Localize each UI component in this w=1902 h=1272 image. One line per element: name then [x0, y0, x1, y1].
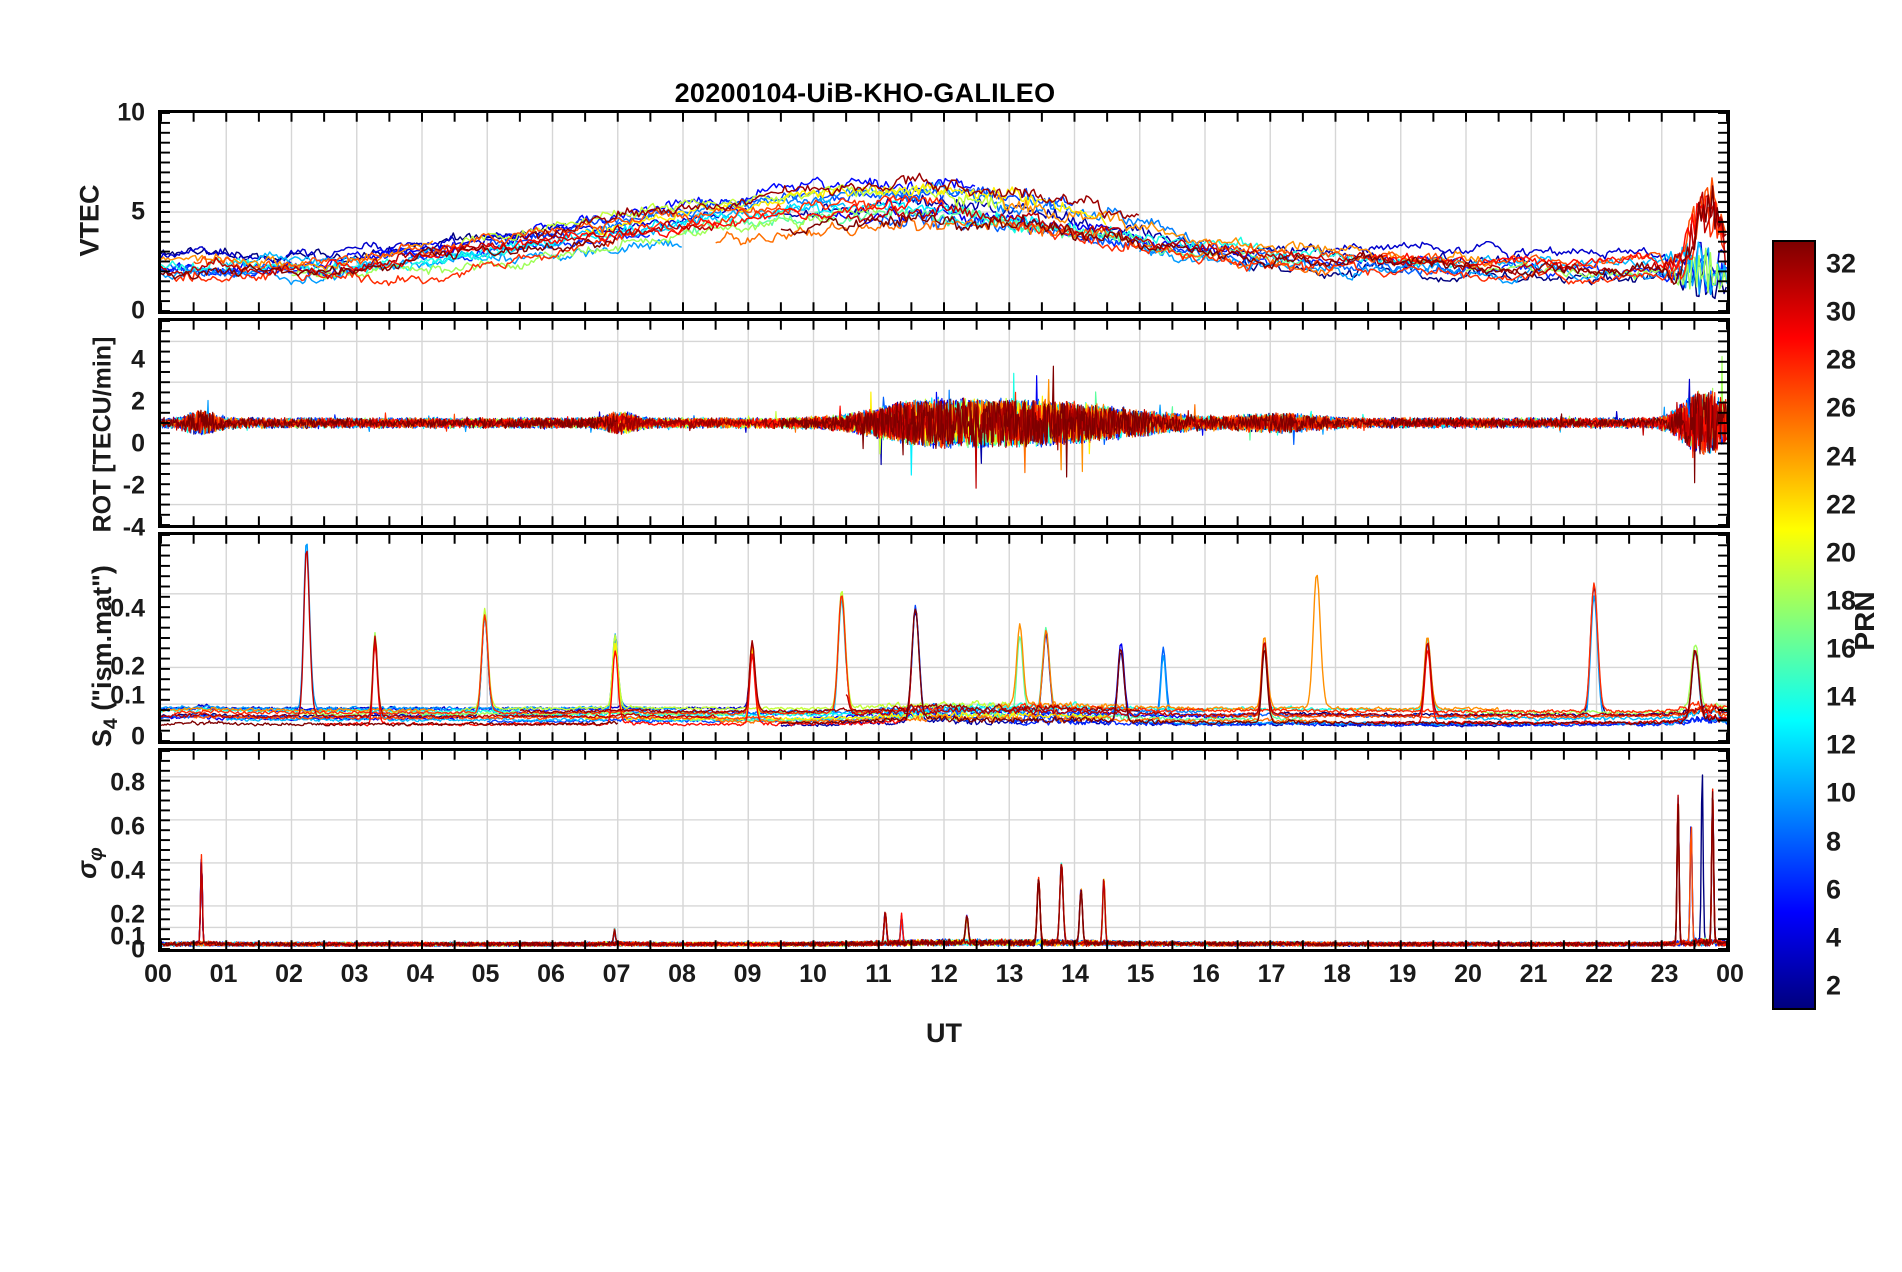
prn-tick-label: 2 [1826, 970, 1842, 1001]
panel-rot [158, 318, 1730, 528]
x-tick-label: 06 [537, 960, 565, 988]
figure-title: 20200104-UiB-KHO-GALILEO [674, 78, 1056, 108]
x-tick-label: 03 [340, 960, 369, 988]
rot-ytick: 2 [131, 387, 145, 416]
prn-colorbar-title: PRN [1849, 591, 1880, 651]
vtec-ytick: 10 [117, 98, 145, 127]
prn-colorbar [1772, 240, 1816, 1010]
s4-ytick: 0.4 [110, 594, 145, 623]
x-tick-label: 04 [406, 960, 434, 988]
s4-ytick: 0.2 [110, 652, 145, 681]
panel-s4 [158, 532, 1730, 744]
prn-tick-label: 10 [1826, 777, 1857, 808]
prn-tick-label: 22 [1826, 489, 1857, 520]
prn-tick-label: 12 [1826, 729, 1857, 760]
x-tick-label: 05 [471, 960, 500, 988]
prn-tick-label: 32 [1826, 248, 1857, 279]
sigmaphi-ytick: 0.6 [110, 812, 145, 841]
panel-sigma-phi [158, 748, 1730, 952]
rot-ytick: -4 [122, 513, 145, 542]
x-tick-label: 08 [668, 960, 696, 988]
x-tick-label: 10 [799, 960, 827, 988]
x-tick-label: 00 [1716, 960, 1744, 988]
prn-tick-label: 18 [1826, 585, 1857, 616]
x-tick-label: 02 [275, 960, 303, 988]
x-tick-label: 22 [1585, 960, 1613, 988]
prn-tick-label: 20 [1826, 537, 1857, 568]
x-tick-label: 07 [602, 960, 631, 988]
x-tick-label: 14 [1061, 960, 1089, 988]
prn-tick-label: 8 [1826, 826, 1842, 857]
rot-plot-area [161, 321, 1727, 525]
x-tick-label: 16 [1192, 960, 1220, 988]
prn-tick-label: 14 [1826, 681, 1857, 712]
rot-ytick: -2 [122, 471, 145, 500]
x-tick-label: 23 [1650, 960, 1679, 988]
panel-vtec [158, 110, 1730, 314]
s4-plot-area [161, 535, 1727, 741]
x-tick-label: 17 [1257, 960, 1286, 988]
x-tick-label: 11 [865, 960, 892, 988]
s4-ytick: 0.1 [110, 681, 145, 710]
sigma-phi-plot-area [161, 751, 1727, 949]
prn-tick-label: 24 [1826, 441, 1857, 472]
sigmaphi-ytick: 0.2 [110, 900, 145, 929]
x-tick-label: 00 [144, 960, 172, 988]
prn-tick-label: 30 [1826, 296, 1857, 327]
x-tick-label: 21 [1519, 960, 1548, 988]
vtec-ytick: 0 [131, 296, 145, 325]
rot-ytick: 0 [131, 429, 145, 458]
sigmaphi-ytick: 0 [131, 935, 145, 964]
x-tick-label: 20 [1454, 960, 1482, 988]
rot-ytick: 4 [131, 345, 145, 374]
x-tick-label: 18 [1323, 960, 1351, 988]
s4-ytick: 0 [131, 722, 145, 751]
x-tick-label: 13 [995, 960, 1024, 988]
sigmaphi-ytick: 0.1 [110, 922, 145, 951]
vtec-ytick: 5 [131, 197, 145, 226]
prn-tick-label: 28 [1826, 344, 1857, 375]
x-tick-label: 09 [733, 960, 762, 988]
prn-tick-label: 4 [1826, 922, 1842, 953]
prn-tick-label: 6 [1826, 874, 1842, 905]
x-tick-label: 19 [1388, 960, 1417, 988]
prn-tick-label: 26 [1826, 392, 1857, 423]
x-tick-label: 12 [930, 960, 958, 988]
vtec-plot-area [161, 113, 1727, 311]
prn-tick-label: 16 [1826, 633, 1857, 664]
sigmaphi-ytick: 0.8 [110, 768, 145, 797]
x-tick-label: 15 [1126, 960, 1155, 988]
x-axis-label: UT [926, 1018, 962, 1048]
sigmaphi-ytick: 0.4 [110, 856, 145, 885]
x-tick-label: 01 [209, 960, 238, 988]
